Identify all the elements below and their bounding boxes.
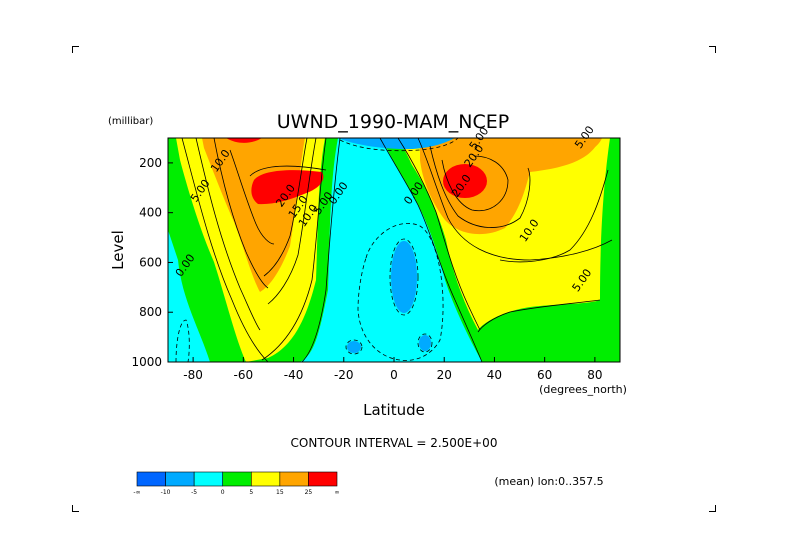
- x-tick-label: 0: [390, 368, 398, 382]
- colorbar-swatch: [308, 471, 338, 487]
- contour-line-15: [213, 138, 269, 289]
- x-tick-label: 80: [587, 368, 602, 382]
- y-units-label: (millibar): [108, 116, 153, 127]
- band-25-plus-south: [251, 170, 324, 205]
- x-axis-title: Latitude: [363, 401, 425, 419]
- x-tick-label: -40: [284, 368, 304, 382]
- contour-line-20: [229, 149, 275, 245]
- y-tick-label: 800: [139, 305, 162, 319]
- x-tick-label: 60: [537, 368, 552, 382]
- colorbar-label: ∞: [335, 489, 340, 496]
- colorbar-swatch: [165, 471, 195, 487]
- contour-interval-text: CONTOUR INTERVAL = 2.500E+00: [291, 436, 498, 450]
- contour-line-22: [249, 165, 327, 177]
- crop-mark-bottom-right: [709, 505, 716, 512]
- negative-contour-layer: [175, 138, 459, 362]
- y-tick-label: 1000: [131, 355, 162, 369]
- neg-contour-equator: [389, 238, 419, 316]
- colorbar-label: -10: [161, 489, 171, 496]
- contour-line-5n-low: [477, 299, 601, 333]
- colorbar-swatch: [250, 471, 281, 487]
- x-tick-label: -20: [334, 368, 354, 382]
- band-top-red-sliver: [226, 138, 262, 143]
- contour-line-5b: [261, 138, 327, 361]
- y-tick-label: 200: [139, 156, 162, 170]
- band-minus5-top: [338, 138, 455, 150]
- contour-line-15b: [263, 138, 308, 277]
- y-tick-label: 600: [139, 255, 162, 269]
- neg-contour-pocket-b: [417, 333, 433, 353]
- contour-line-15n: [429, 145, 531, 228]
- colorbar-label: -5: [191, 489, 197, 496]
- x-axis: -80 -60 -40 -20 0 20 40 60 80: [183, 357, 603, 382]
- crop-mark-top-right: [709, 46, 716, 53]
- x-units-label: (degrees_north): [539, 383, 627, 396]
- band-minus5-pocket-a: [347, 341, 361, 353]
- contour-line-20n: [441, 155, 509, 212]
- band-minus5-pocket-b: [419, 335, 431, 351]
- x-tick-label: -60: [234, 368, 254, 382]
- x-tick-label: -80: [183, 368, 203, 382]
- y-tick-label: 400: [139, 206, 162, 220]
- contour-line-5: [181, 138, 269, 362]
- colorbar-swatch: [193, 471, 224, 487]
- x-tick-label: 20: [437, 368, 452, 382]
- contour-line-10n-hi: [499, 169, 609, 263]
- contour-line-0b: [301, 138, 341, 362]
- band-minus5-equator: [391, 241, 417, 313]
- colorbar-label: 25: [305, 489, 313, 496]
- footer-note: (mean) lon:0..357.5: [494, 475, 603, 488]
- band-25-plus-north: [443, 164, 487, 198]
- contour-line-10b: [267, 138, 317, 305]
- x-tick-label: 40: [487, 368, 502, 382]
- chart-title: UWND_1990-MAM_NCEP: [277, 111, 509, 133]
- contour-line-layer: [181, 138, 613, 362]
- band-15-25-north: [420, 138, 600, 235]
- colorbar-label: 15: [276, 489, 284, 496]
- band-polar-north: [550, 138, 602, 155]
- colorbar-label: 0: [221, 489, 225, 496]
- crop-mark-top-left: [72, 46, 79, 53]
- crop-mark-bottom-left: [72, 505, 79, 512]
- colorbar-swatch: [136, 471, 166, 487]
- neg-contour-pocket-a: [345, 339, 363, 355]
- neg-contour-equator-outer: [357, 223, 444, 361]
- neg-contour-south-pole: [175, 319, 190, 362]
- colorbar-swatch: [279, 471, 309, 487]
- contour-line-10n: [417, 138, 613, 261]
- colorbar: -∞ -10 -5 0 5 15 25 ∞: [133, 471, 340, 496]
- y-axis: 200 400 600 800 1000: [131, 156, 173, 369]
- colorbar-label: -∞: [133, 489, 140, 496]
- contour-line-10: [195, 138, 261, 331]
- y-axis-title: Level: [109, 230, 127, 270]
- contour-line-5n: [397, 138, 481, 331]
- contour-fill-layer: [168, 138, 620, 362]
- colorbar-swatch: [222, 471, 252, 487]
- colorbar-label: 5: [249, 489, 253, 496]
